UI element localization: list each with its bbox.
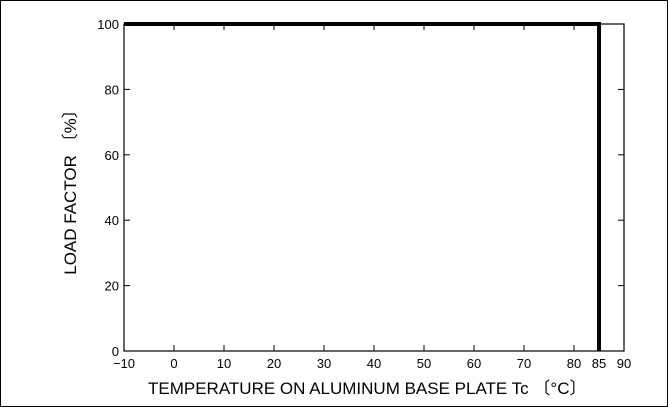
plot-area <box>123 23 625 352</box>
y-tick-labels: 0 20 40 60 80 100 <box>97 17 119 359</box>
x-tick-label: 20 <box>267 356 281 371</box>
y-tick-label: 20 <box>105 279 119 294</box>
x-tick-label: 50 <box>417 356 431 371</box>
axis-ticks <box>123 24 625 351</box>
x-tick-label: 10 <box>217 356 231 371</box>
x-tick-label: 80 <box>567 356 581 371</box>
y-tick-label: 0 <box>112 344 119 359</box>
x-tick-label: 60 <box>467 356 481 371</box>
x-tick-label: 70 <box>517 356 531 371</box>
x-tick-labels: −10 0 10 20 30 40 50 60 70 80 85 90 <box>113 356 631 371</box>
x-tick-label: 85 <box>592 356 606 371</box>
y-tick-label: 40 <box>105 213 119 228</box>
x-axis-title: TEMPERATURE ON ALUMINUM BASE PLATE Tc 〔°… <box>148 379 586 398</box>
y-tick-label: 80 <box>105 82 119 97</box>
y-axis-title: LOAD FACTOR 〔%〕 <box>61 101 80 275</box>
x-tick-label: 90 <box>617 356 631 371</box>
load-factor-line <box>124 22 601 351</box>
x-tick-label: 0 <box>170 356 177 371</box>
y-tick-label: 100 <box>97 17 119 32</box>
x-tick-label: 30 <box>317 356 331 371</box>
x-tick-label: −10 <box>113 356 135 371</box>
y-tick-label: 60 <box>105 148 119 163</box>
x-tick-label: 40 <box>367 356 381 371</box>
